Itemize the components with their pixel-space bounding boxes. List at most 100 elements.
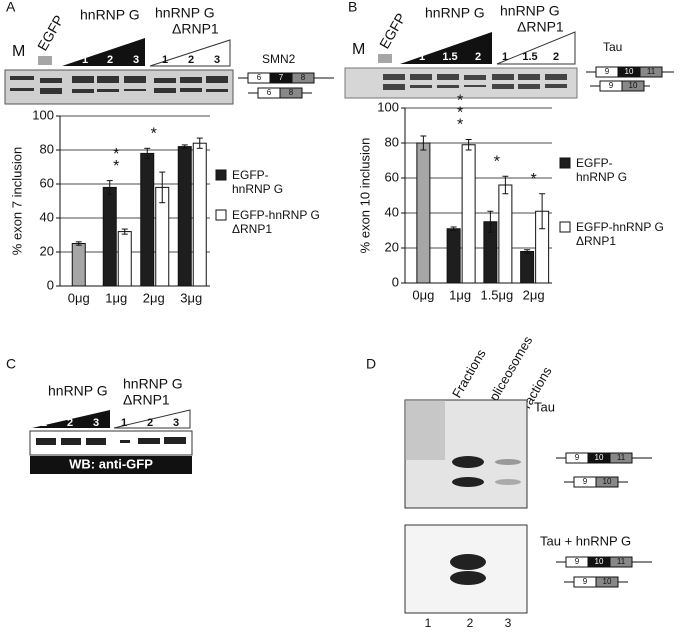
gel bbox=[344, 67, 578, 99]
blot-band bbox=[450, 571, 486, 585]
error-bar bbox=[450, 226, 457, 231]
bar bbox=[416, 142, 431, 284]
legend-label: EGFP- hnRNP G bbox=[232, 168, 284, 196]
x-tick-label: 0μg bbox=[412, 287, 434, 302]
error-bar bbox=[181, 144, 188, 149]
lane-number: 3 bbox=[173, 417, 179, 429]
exon-label: 10 bbox=[595, 453, 604, 462]
x-tick-label: 1.5μg bbox=[480, 287, 513, 302]
gel-label: ΔRNP1 bbox=[172, 21, 219, 37]
legend-label: EGFP- hnRNP G bbox=[576, 156, 628, 184]
significance-mark: * bbox=[151, 126, 157, 143]
blot-caption: WB: anti-GFP bbox=[69, 456, 153, 471]
error-bar bbox=[465, 139, 472, 151]
y-tick-label: 100 bbox=[32, 107, 54, 122]
bar bbox=[140, 152, 155, 287]
egfp-swatch bbox=[38, 56, 52, 65]
exon-label: 10 bbox=[603, 477, 612, 486]
exon-label: 9 bbox=[609, 81, 614, 90]
dose-ramp bbox=[62, 38, 145, 66]
error-bar bbox=[144, 147, 151, 159]
exon-label: 9 bbox=[583, 477, 588, 486]
bar bbox=[177, 146, 192, 287]
exon-label: 8 bbox=[301, 73, 306, 82]
blot-label: Tau bbox=[534, 399, 555, 414]
gel bbox=[4, 69, 234, 105]
exon-label: 10 bbox=[625, 67, 634, 76]
exon bbox=[279, 87, 303, 99]
lane-number: 1 bbox=[121, 417, 127, 429]
x-tick-label: 1μg bbox=[449, 287, 471, 302]
error-bar bbox=[502, 175, 509, 195]
dose-ramp bbox=[113, 409, 191, 429]
blot-label: ΔRNP1 bbox=[123, 392, 170, 408]
lane-number: 3 bbox=[214, 54, 220, 66]
legend-swatch bbox=[215, 209, 227, 221]
lane-number: 1 bbox=[425, 616, 432, 630]
lane-number: 2 bbox=[467, 616, 474, 630]
dose-ramp bbox=[400, 32, 492, 64]
exon-label: 11 bbox=[617, 557, 626, 566]
bar bbox=[498, 184, 513, 284]
y-tick-label: 60 bbox=[40, 175, 54, 190]
gel-label: EGFP bbox=[376, 10, 409, 51]
exon-label: 7 bbox=[279, 73, 284, 82]
error-bar bbox=[106, 180, 113, 195]
lane-number: 2 bbox=[553, 51, 559, 63]
panel-label: C bbox=[6, 356, 16, 372]
blot-bands bbox=[36, 437, 186, 445]
exon-label: 10 bbox=[603, 577, 612, 586]
lane-number: 1 bbox=[502, 51, 508, 63]
lane-number: 2 bbox=[188, 54, 194, 66]
y-tick-label: 60 bbox=[385, 169, 399, 184]
exon-label: 10 bbox=[595, 557, 604, 566]
x-tick-label: 2μg bbox=[143, 290, 165, 305]
x-tick-label: 3μg bbox=[180, 290, 202, 305]
exon-label: 11 bbox=[617, 453, 626, 462]
panel-label: B bbox=[348, 0, 357, 15]
panel-label: D bbox=[366, 356, 376, 372]
y-tick-label: 80 bbox=[40, 141, 54, 156]
bar bbox=[192, 142, 207, 287]
error-bar bbox=[487, 210, 494, 233]
exon bbox=[609, 452, 633, 464]
legend-label: EGFP-hnRNP G ΔRNP1 bbox=[576, 220, 664, 248]
blot-band bbox=[452, 456, 484, 468]
marker-label: M bbox=[12, 43, 25, 60]
error-bar bbox=[159, 171, 166, 204]
blot-band bbox=[495, 479, 521, 485]
marker-label: M bbox=[352, 41, 365, 58]
exon-label: 8 bbox=[289, 88, 294, 97]
gene-label: SMN2 bbox=[262, 52, 296, 66]
legend-swatch bbox=[215, 169, 227, 181]
gel-label: hnRNP G bbox=[155, 5, 215, 21]
exon-label: 11 bbox=[647, 67, 656, 76]
exon bbox=[595, 476, 619, 488]
bar bbox=[71, 243, 86, 287]
y-axis-label: % exon 10 inclusion bbox=[357, 138, 372, 254]
gel-bands bbox=[383, 74, 567, 90]
y-tick-label: 20 bbox=[385, 239, 399, 254]
gene-label: Tau bbox=[603, 40, 622, 54]
bar bbox=[446, 228, 461, 284]
y-tick-label: 0 bbox=[392, 274, 399, 289]
lane-number: 1 bbox=[82, 54, 88, 66]
blot-smear bbox=[405, 400, 445, 460]
error-bar bbox=[539, 193, 546, 230]
y-tick-label: 80 bbox=[385, 134, 399, 149]
gel-label: hnRNP G bbox=[80, 7, 140, 23]
dose-ramp bbox=[32, 410, 110, 428]
bar bbox=[117, 231, 132, 287]
gel-label: hnRNP G bbox=[425, 5, 485, 21]
y-tick-label: 100 bbox=[377, 99, 399, 114]
y-tick-label: 40 bbox=[40, 209, 54, 224]
lane-number: 1 bbox=[41, 417, 47, 429]
gel-label: ΔRNP1 bbox=[517, 19, 564, 35]
blot-band bbox=[450, 554, 486, 570]
exon-label: 6 bbox=[267, 88, 272, 97]
legend-swatch bbox=[559, 157, 571, 169]
exon bbox=[595, 576, 619, 588]
lane-number: 1 bbox=[162, 54, 168, 66]
bar bbox=[461, 144, 476, 284]
